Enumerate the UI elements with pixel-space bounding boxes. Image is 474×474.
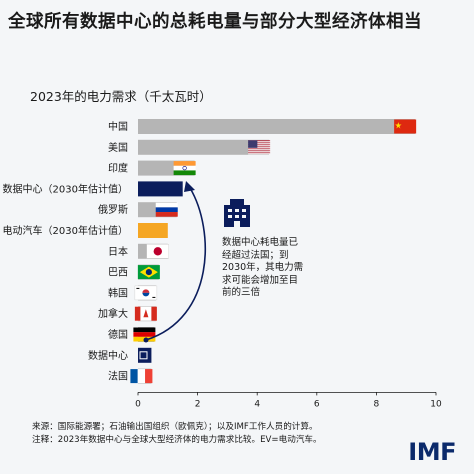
annotation-text: 数据中心耗电量已 经超过法国；到 2030年，其电力需 求可能会增加至目 前的三… bbox=[222, 237, 318, 300]
x-tick-label: 6 bbox=[314, 399, 320, 409]
category-label: 韩国 bbox=[108, 286, 128, 299]
arrow-start-dot bbox=[143, 337, 149, 343]
category-label: 数据中心（2030年估计值） bbox=[3, 182, 128, 195]
annotation-line: 前的三倍 bbox=[222, 287, 261, 298]
data-center-building-icon bbox=[224, 199, 250, 227]
brazil-flag-icon bbox=[137, 265, 160, 280]
chart-title: 全球所有数据中心的总耗电量与部分大型经济体相当 bbox=[8, 12, 422, 32]
category-label: 巴西 bbox=[108, 267, 128, 279]
category-label: 日本 bbox=[108, 245, 128, 258]
x-tick-label: 8 bbox=[374, 399, 380, 409]
x-tick-label: 4 bbox=[254, 399, 260, 409]
x-tick-label: 10 bbox=[430, 399, 442, 409]
annotation-line: 数据中心耗电量已 bbox=[222, 237, 299, 248]
cube-icon bbox=[139, 351, 148, 360]
japan-flag-icon bbox=[146, 244, 170, 259]
usa-flag-icon bbox=[248, 140, 271, 155]
canada-flag-icon bbox=[134, 306, 157, 321]
bar bbox=[138, 223, 168, 238]
category-label: 法国 bbox=[108, 370, 128, 383]
annotation-line: 求可能会增加至目 bbox=[222, 274, 299, 286]
bar bbox=[138, 181, 183, 197]
france-flag-icon bbox=[130, 369, 153, 384]
arrow-head-icon bbox=[184, 181, 195, 192]
source-note: 来源：国际能源署；石油输出国组织（欧佩克）；以及IMF工作人员的计算。 bbox=[32, 422, 318, 432]
category-label: 印度 bbox=[108, 162, 128, 175]
bar bbox=[138, 119, 416, 134]
india-flag-icon bbox=[173, 161, 196, 176]
imf-logo: IMF bbox=[408, 438, 456, 466]
footnote: 注释：2023年数据中心与全球大型经济体的电力需求比较。EV=电动汽车。 bbox=[32, 435, 322, 445]
category-label: 数据中心 bbox=[88, 349, 128, 362]
category-label: 俄罗斯 bbox=[98, 203, 128, 216]
russia-flag-icon bbox=[155, 202, 178, 217]
annotation-line: 经超过法国；到 bbox=[222, 249, 289, 261]
bar bbox=[138, 139, 270, 155]
x-tick-label: 0 bbox=[135, 399, 141, 409]
korea-flag-icon bbox=[134, 285, 158, 301]
category-label: 德国 bbox=[108, 328, 128, 341]
annotation-line: 2030年，其电力需 bbox=[222, 262, 304, 273]
chart-subtitle: 2023年的电力需求（千太瓦时） bbox=[30, 89, 212, 104]
category-label: 中国 bbox=[108, 120, 128, 133]
category-label: 美国 bbox=[108, 141, 128, 154]
china-flag-icon bbox=[394, 119, 417, 134]
category-label: 电动汽车（2030年估计值） bbox=[3, 224, 128, 237]
category-label: 加拿大 bbox=[98, 307, 128, 320]
x-tick-label: 2 bbox=[195, 399, 201, 409]
connector-arrow bbox=[145, 187, 206, 341]
